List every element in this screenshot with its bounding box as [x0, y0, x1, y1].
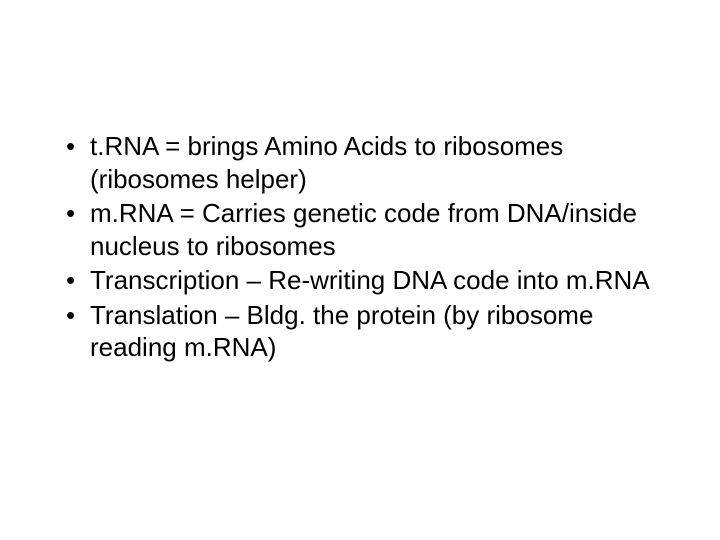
list-item: Transcription – Re-writing DNA code into… [60, 264, 660, 297]
list-item: m.RNA = Carries genetic code from DNA/in… [60, 197, 660, 262]
list-item: t.RNA = brings Amino Acids to ribosomes … [60, 130, 660, 195]
bullet-text: Transcription – Re-writing DNA code into… [90, 265, 650, 295]
bullet-text: m.RNA = Carries genetic code from DNA/in… [90, 198, 637, 261]
bullet-list: t.RNA = brings Amino Acids to ribosomes … [60, 130, 660, 364]
bullet-text: t.RNA = brings Amino Acids to ribosomes … [90, 131, 563, 194]
list-item: Translation – Bldg. the protein (by ribo… [60, 299, 660, 364]
bullet-text: Translation – Bldg. the protein (by ribo… [90, 300, 593, 363]
